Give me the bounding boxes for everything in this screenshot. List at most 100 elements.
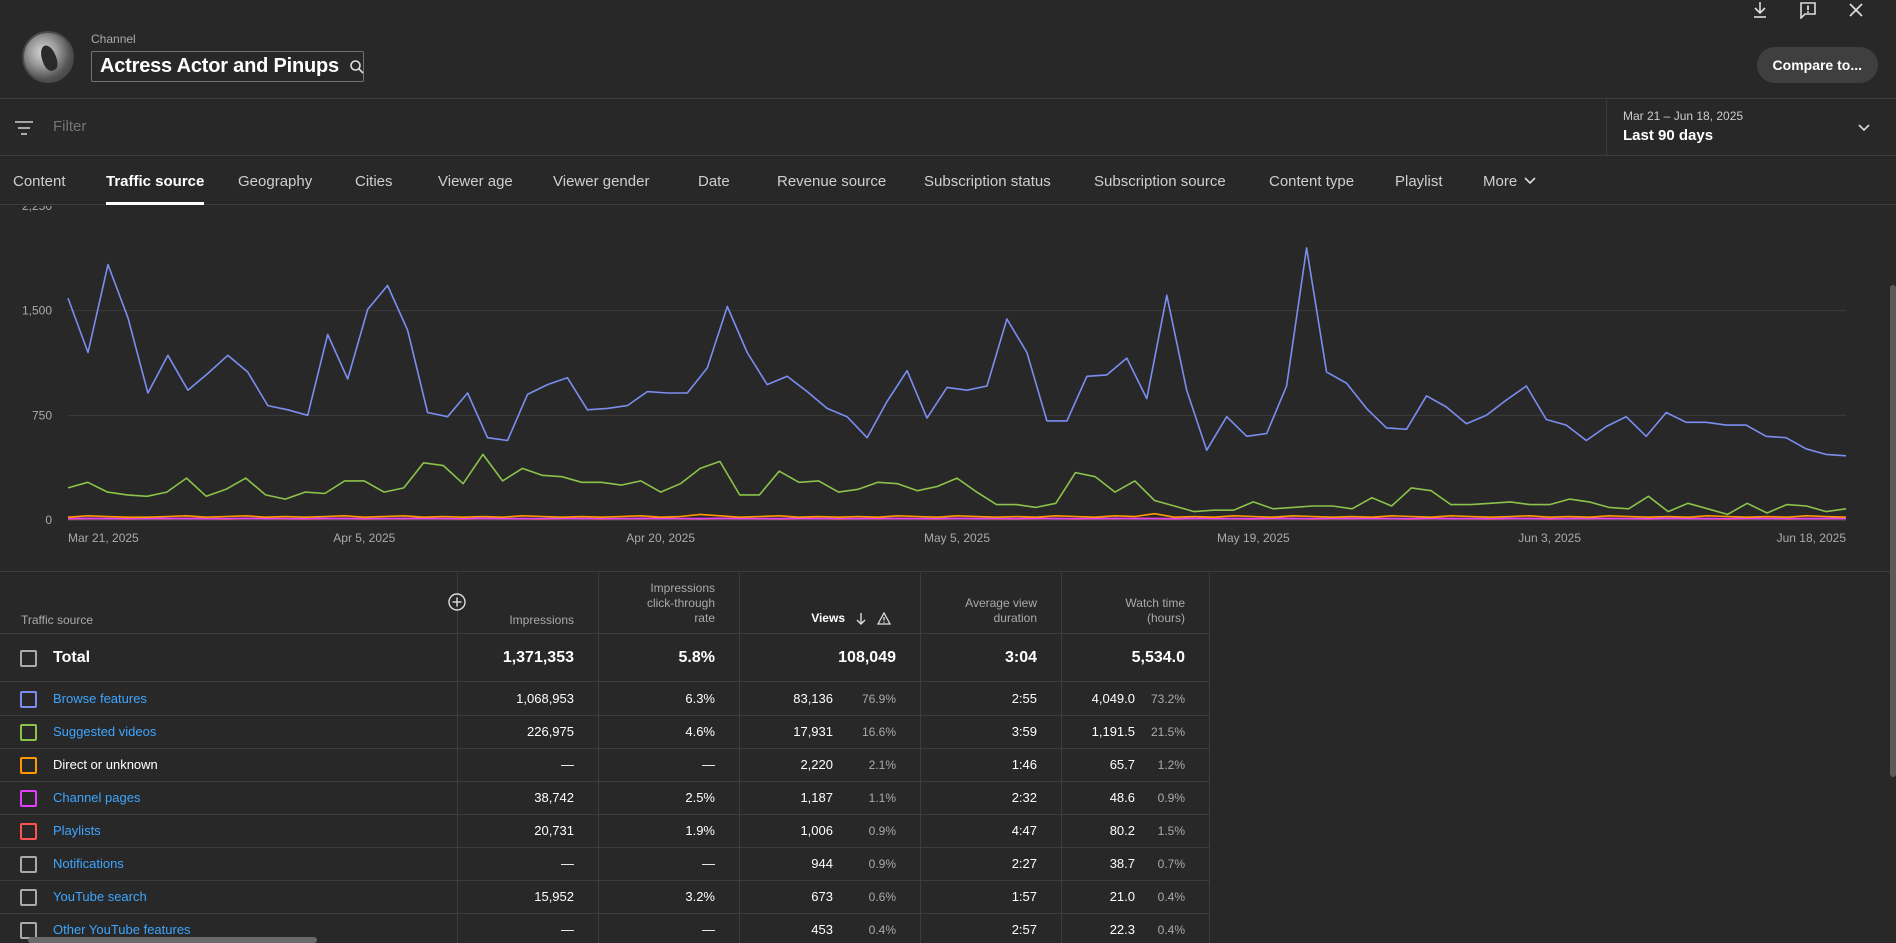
- header-traffic-source[interactable]: Traffic source: [21, 613, 94, 627]
- traffic-source-name[interactable]: Channel pages: [53, 790, 141, 805]
- search-icon[interactable]: [349, 59, 365, 75]
- cell-average-view-duration: 1:57: [1011, 889, 1037, 904]
- table-row: Channel pages 38,742 2.5% 1,187 1.1% 2:32 48.6…: [0, 782, 1209, 815]
- y-tick-label: 1,500: [22, 304, 52, 318]
- cell-ctr: —: [702, 856, 715, 871]
- chevron-down-icon: [1524, 177, 1536, 185]
- traffic-source-name[interactable]: Browse features: [53, 691, 147, 706]
- warning-icon[interactable]: [877, 612, 891, 625]
- tab-traffic-source[interactable]: Traffic source: [106, 157, 205, 205]
- compare-button[interactable]: Compare to...: [1756, 47, 1878, 83]
- cell-ctr: 2.5%: [685, 790, 715, 805]
- column-divider: [598, 573, 599, 943]
- total-checkbox[interactable]: [20, 650, 37, 667]
- header-ctr-line3: rate: [694, 611, 715, 625]
- cell-watch-time: 80.2: [1109, 823, 1135, 838]
- tab-playlist[interactable]: Playlist: [1395, 172, 1443, 190]
- channel-avatar[interactable]: [22, 31, 74, 83]
- dimension-tabs: Content Traffic source Geography Cities …: [0, 157, 1896, 205]
- traffic-source-name[interactable]: Suggested videos: [53, 724, 157, 739]
- row-checkbox[interactable]: [20, 856, 37, 873]
- cell-impressions: 38,742: [534, 790, 574, 805]
- cell-impressions: 20,731: [534, 823, 574, 838]
- tab-content[interactable]: Content: [13, 172, 66, 190]
- row-checkbox[interactable]: [20, 724, 37, 741]
- filter-icon[interactable]: [14, 119, 34, 137]
- cell-watch-time-percent: 73.2%: [1150, 692, 1185, 706]
- horizontal-scrollbar[interactable]: [28, 937, 317, 943]
- row-checkbox[interactable]: [20, 790, 37, 807]
- header-views[interactable]: Views: [811, 611, 891, 626]
- tab-subscription-status[interactable]: Subscription status: [924, 172, 1051, 190]
- feedback-icon[interactable]: [1798, 0, 1818, 20]
- close-icon[interactable]: [1846, 0, 1866, 20]
- cell-watch-time-percent: 1.2%: [1157, 758, 1185, 772]
- cell-watch-time: 4,049.0: [1091, 691, 1135, 706]
- header-watch-time[interactable]: Watch time (hours): [1125, 596, 1185, 626]
- cell-average-view-duration: 2:55: [1011, 691, 1037, 706]
- tab-revenue-source[interactable]: Revenue source: [777, 172, 887, 190]
- series-line[interactable]: [67, 512, 1847, 519]
- header-average-view-duration[interactable]: Average view duration: [965, 596, 1037, 626]
- download-icon[interactable]: [1750, 0, 1770, 20]
- tab-subscription-source[interactable]: Subscription source: [1094, 172, 1226, 190]
- filter-input[interactable]: [53, 118, 453, 135]
- column-divider: [1061, 573, 1062, 943]
- traffic-source-name[interactable]: Notifications: [53, 856, 124, 871]
- tab-content-type[interactable]: Content type: [1269, 172, 1355, 190]
- channel-name: Actress Actor and Pinups: [100, 55, 339, 77]
- row-checkbox[interactable]: [20, 691, 37, 708]
- cell-impressions: —: [561, 757, 574, 772]
- total-watch-time: 5,534.0: [1131, 649, 1185, 666]
- x-tick-label: May 19, 2025: [1217, 531, 1290, 545]
- cell-views-percent: 0.6%: [868, 890, 896, 904]
- header-icons: [1750, 0, 1866, 20]
- cell-watch-time: 48.6: [1109, 790, 1135, 805]
- row-checkbox[interactable]: [20, 823, 37, 840]
- table-row: Notifications — — 944 0.9% 2:27 38.7 0.7%: [0, 848, 1209, 881]
- header-ctr-line2: click-through: [646, 596, 715, 610]
- traffic-source-name[interactable]: YouTube search: [53, 889, 147, 904]
- cell-average-view-duration: 1:46: [1011, 757, 1037, 772]
- header-ctr[interactable]: Impressions click-through rate: [647, 581, 715, 626]
- total-impressions: 1,371,353: [502, 649, 574, 666]
- x-tick-label: May 5, 2025: [924, 531, 990, 545]
- series-line[interactable]: [67, 247, 1847, 457]
- cell-impressions: 1,068,953: [516, 691, 574, 706]
- cell-views: 1,187: [800, 790, 833, 805]
- cell-watch-time: 22.3: [1109, 922, 1135, 937]
- tab-geography[interactable]: Geography: [238, 172, 313, 190]
- column-divider: [457, 573, 458, 943]
- tab-viewer-age[interactable]: Viewer age: [438, 172, 513, 190]
- cell-views-percent: 76.9%: [861, 692, 896, 706]
- table-row: Other YouTube features — — 453 0.4% 2:57 22.3 0…: [0, 914, 1209, 943]
- traffic-source-name[interactable]: Playlists: [53, 823, 101, 838]
- header-avd-line1: Average view: [965, 596, 1037, 610]
- cell-views: 2,220: [800, 757, 833, 772]
- table-row: Direct or unknown — — 2,220 2.1% 1:46 65.7 1.2%: [0, 749, 1209, 782]
- cell-watch-time-percent: 0.9%: [1157, 791, 1185, 805]
- cell-ctr: 6.3%: [685, 691, 715, 706]
- date-range-label: Last 90 days: [1623, 127, 1714, 144]
- y-tick-label: 2,250: [22, 206, 52, 213]
- traffic-source-name[interactable]: Other YouTube features: [53, 922, 191, 937]
- series-line[interactable]: [67, 453, 1847, 516]
- table-row: Browse features 1,068,953 6.3% 83,136 76.9% 2…: [0, 683, 1209, 716]
- channel-selector[interactable]: Actress Actor and Pinups: [91, 51, 364, 82]
- total-label: Total: [53, 649, 91, 666]
- tab-viewer-gender[interactable]: Viewer gender: [553, 172, 650, 190]
- cell-watch-time-percent: 0.4%: [1157, 923, 1185, 937]
- cell-views-percent: 16.6%: [861, 725, 896, 739]
- cell-views: 17,931: [793, 724, 833, 739]
- tab-more[interactable]: More: [1483, 157, 1537, 205]
- date-range-selector[interactable]: Mar 21 – Jun 18, 2025 Last 90 days: [1606, 100, 1896, 156]
- cell-watch-time-percent: 21.5%: [1150, 725, 1185, 739]
- header-impressions[interactable]: Impressions: [509, 613, 574, 627]
- add-column-icon[interactable]: [448, 593, 466, 611]
- tab-cities[interactable]: Cities: [355, 172, 393, 190]
- vertical-scrollbar[interactable]: [1890, 285, 1896, 777]
- row-checkbox[interactable]: [20, 889, 37, 906]
- row-checkbox[interactable]: [20, 757, 37, 774]
- tab-date[interactable]: Date: [698, 172, 730, 190]
- traffic-table: Traffic source Impressions Impressions c…: [0, 573, 1896, 943]
